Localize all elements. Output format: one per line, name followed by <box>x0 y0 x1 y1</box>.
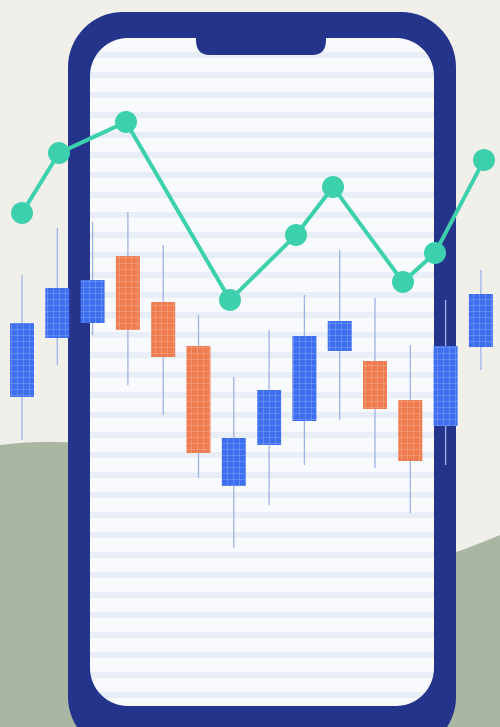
candle-texture <box>327 321 352 351</box>
line-point <box>219 289 241 311</box>
chart-marks <box>10 111 495 548</box>
line-point <box>285 224 307 246</box>
line-point <box>322 176 344 198</box>
line-point <box>48 142 70 164</box>
candle-texture <box>398 400 423 461</box>
candle-texture <box>115 256 140 330</box>
phone-notch <box>196 12 326 55</box>
candle-texture <box>468 294 493 347</box>
line-point <box>11 202 33 224</box>
candle-texture <box>151 302 176 357</box>
line-point <box>115 111 137 133</box>
candle-texture <box>257 390 282 445</box>
candle-texture <box>433 346 458 426</box>
line-point <box>424 242 446 264</box>
candle-texture <box>186 346 211 453</box>
candle-texture <box>80 280 105 323</box>
candle-texture <box>10 323 34 397</box>
candle-texture <box>221 438 246 486</box>
candle-texture <box>363 361 387 409</box>
line-point <box>392 271 414 293</box>
line-point <box>473 149 495 171</box>
candle-texture <box>45 288 70 338</box>
candle-texture <box>292 336 317 421</box>
